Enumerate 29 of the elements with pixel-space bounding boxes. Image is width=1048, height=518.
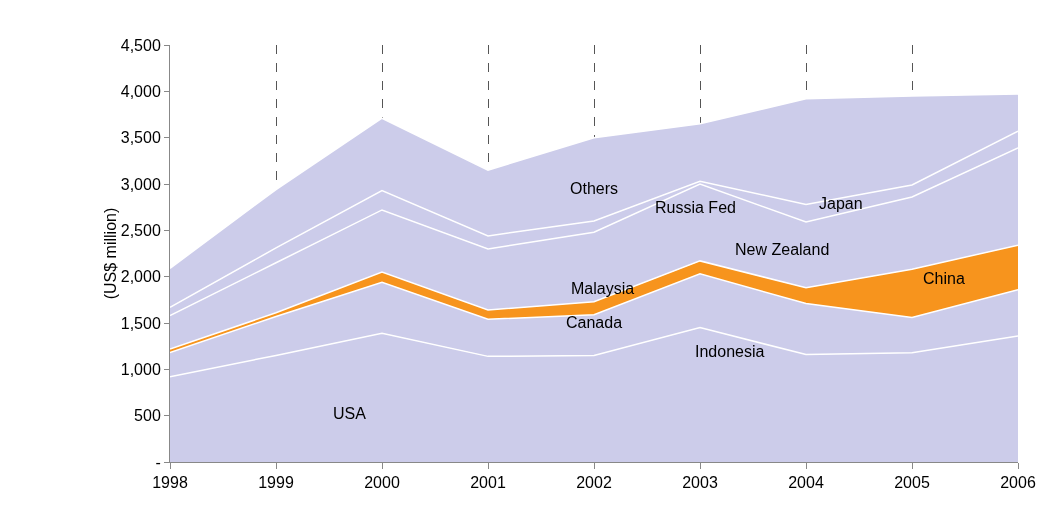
x-tick-label: 2002 [576,474,612,492]
y-tick-label: 4,000 [120,82,161,100]
x-tick-label: 1998 [152,474,188,492]
y-tick-label: - [155,453,161,471]
annotation: Malaysia [571,280,635,297]
annotation: Others [570,180,619,197]
y-tick-label: 1,000 [120,360,161,378]
x-tick-label: 2001 [470,474,506,492]
annotation: China [923,270,965,287]
y-tick-label: 2,000 [120,268,161,286]
annotation: Russia Fed [655,199,736,216]
y-axis-title: (US$ million) [101,207,119,300]
annotation: Japan [819,195,863,212]
annotation: New Zealand [735,241,830,258]
x-tick-label: 2000 [364,474,400,492]
y-tick-label: 2,500 [120,221,161,239]
x-tick-label: 1999 [258,474,294,492]
annotation: USA [333,405,367,422]
y-tick-label: 1,500 [120,314,161,332]
annotation: Canada [566,314,623,331]
y-tick-label: 500 [134,407,161,425]
y-tick-label: 3,000 [120,175,161,193]
annotation: Indonesia [695,343,765,360]
x-tick-label: 2005 [894,474,930,492]
y-tick-label: 3,500 [120,129,161,147]
y-tick-label: 4,500 [120,36,161,54]
x-tick-label: 2003 [682,474,718,492]
x-tick-label: 2004 [788,474,824,492]
x-tick-label: 2006 [1000,474,1036,492]
